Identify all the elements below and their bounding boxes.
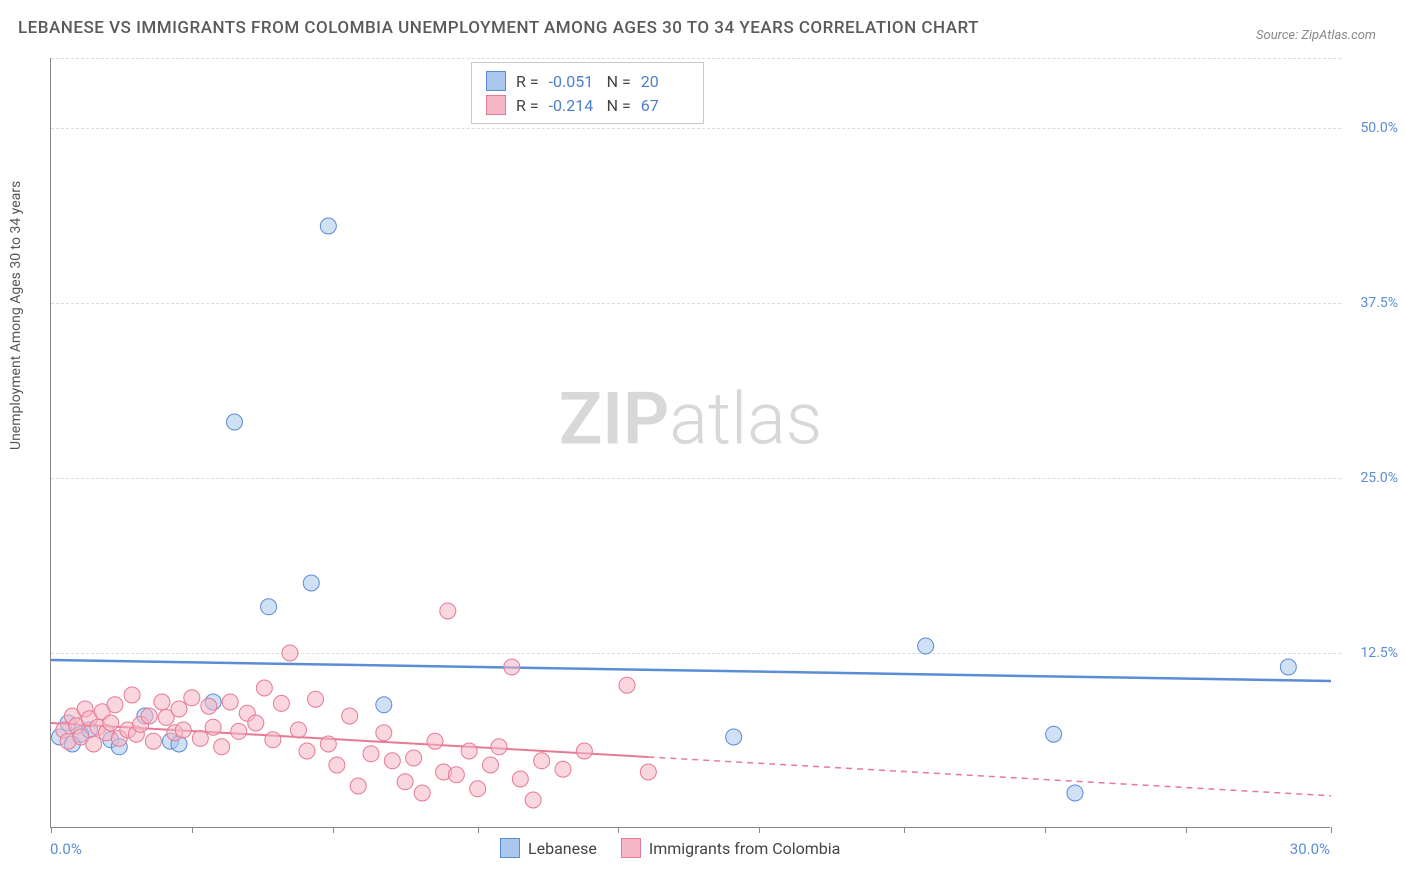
legend-item-2: Immigrants from Colombia xyxy=(621,838,841,858)
data-point xyxy=(482,757,498,773)
data-point xyxy=(384,753,400,769)
data-point xyxy=(222,694,238,710)
data-point xyxy=(576,743,592,759)
data-point xyxy=(201,698,217,714)
bottom-legend: Lebanese Immigrants from Colombia xyxy=(500,838,840,858)
data-point xyxy=(504,659,520,675)
data-point xyxy=(175,722,191,738)
legend-swatch-bottom-1 xyxy=(500,838,520,858)
data-point xyxy=(640,764,656,780)
data-point xyxy=(86,736,102,752)
data-point xyxy=(248,715,264,731)
data-point xyxy=(1280,659,1296,675)
data-point xyxy=(918,638,934,654)
data-point xyxy=(461,743,477,759)
data-point xyxy=(376,725,392,741)
legend-label-2: Immigrants from Colombia xyxy=(649,839,841,858)
y-axis-label: Unemployment Among Ages 30 to 34 years xyxy=(8,181,24,450)
data-point xyxy=(145,733,161,749)
data-point xyxy=(282,645,298,661)
legend-label-1: Lebanese xyxy=(528,839,597,858)
data-point xyxy=(273,695,289,711)
data-point xyxy=(320,218,336,234)
data-point xyxy=(525,792,541,808)
legend-swatch-bottom-2 xyxy=(621,838,641,858)
data-point xyxy=(320,736,336,752)
data-point xyxy=(342,708,358,724)
data-point xyxy=(103,715,119,731)
data-point xyxy=(555,761,571,777)
data-point xyxy=(205,719,221,735)
data-point xyxy=(397,774,413,790)
data-point xyxy=(534,753,550,769)
data-point xyxy=(299,743,315,759)
data-point xyxy=(448,767,464,783)
data-point xyxy=(107,697,123,713)
x-axis-min-label: 0.0% xyxy=(50,840,82,858)
data-point xyxy=(350,778,366,794)
y-tick-label: 25.0% xyxy=(1360,470,1398,486)
plot-svg xyxy=(51,58,1331,828)
data-point xyxy=(261,599,277,615)
data-point xyxy=(512,771,528,787)
y-tick-label: 50.0% xyxy=(1360,120,1398,136)
data-point xyxy=(265,732,281,748)
plot-area: ZIPatlas 12.5%25.0%37.5%50.0% R = -0.051… xyxy=(50,58,1330,828)
data-point xyxy=(154,694,170,710)
data-point xyxy=(414,785,430,801)
data-point xyxy=(329,757,345,773)
data-point xyxy=(440,603,456,619)
source-attribution: Source: ZipAtlas.com xyxy=(1256,28,1376,43)
data-point xyxy=(491,739,507,755)
data-point xyxy=(427,733,443,749)
data-point xyxy=(619,677,635,693)
data-point xyxy=(363,746,379,762)
data-point xyxy=(290,722,306,738)
data-point xyxy=(192,730,208,746)
data-point xyxy=(214,739,230,755)
y-tick-label: 12.5% xyxy=(1360,645,1398,661)
data-point xyxy=(184,690,200,706)
correlation-chart: LEBANESE VS IMMIGRANTS FROM COLOMBIA UNE… xyxy=(0,0,1406,892)
x-axis-max-label: 30.0% xyxy=(1290,840,1330,858)
data-point xyxy=(226,414,242,430)
data-point xyxy=(376,697,392,713)
y-tick-label: 37.5% xyxy=(1360,295,1398,311)
legend-item-1: Lebanese xyxy=(500,838,597,858)
chart-title: LEBANESE VS IMMIGRANTS FROM COLOMBIA UNE… xyxy=(18,18,979,38)
data-point xyxy=(406,750,422,766)
data-point xyxy=(1067,785,1083,801)
data-point xyxy=(470,781,486,797)
data-point xyxy=(256,680,272,696)
data-point xyxy=(726,729,742,745)
data-point xyxy=(141,708,157,724)
data-point xyxy=(308,691,324,707)
data-point xyxy=(171,701,187,717)
data-point xyxy=(303,575,319,591)
data-point xyxy=(124,687,140,703)
data-point xyxy=(231,723,247,739)
data-point xyxy=(1046,726,1062,742)
